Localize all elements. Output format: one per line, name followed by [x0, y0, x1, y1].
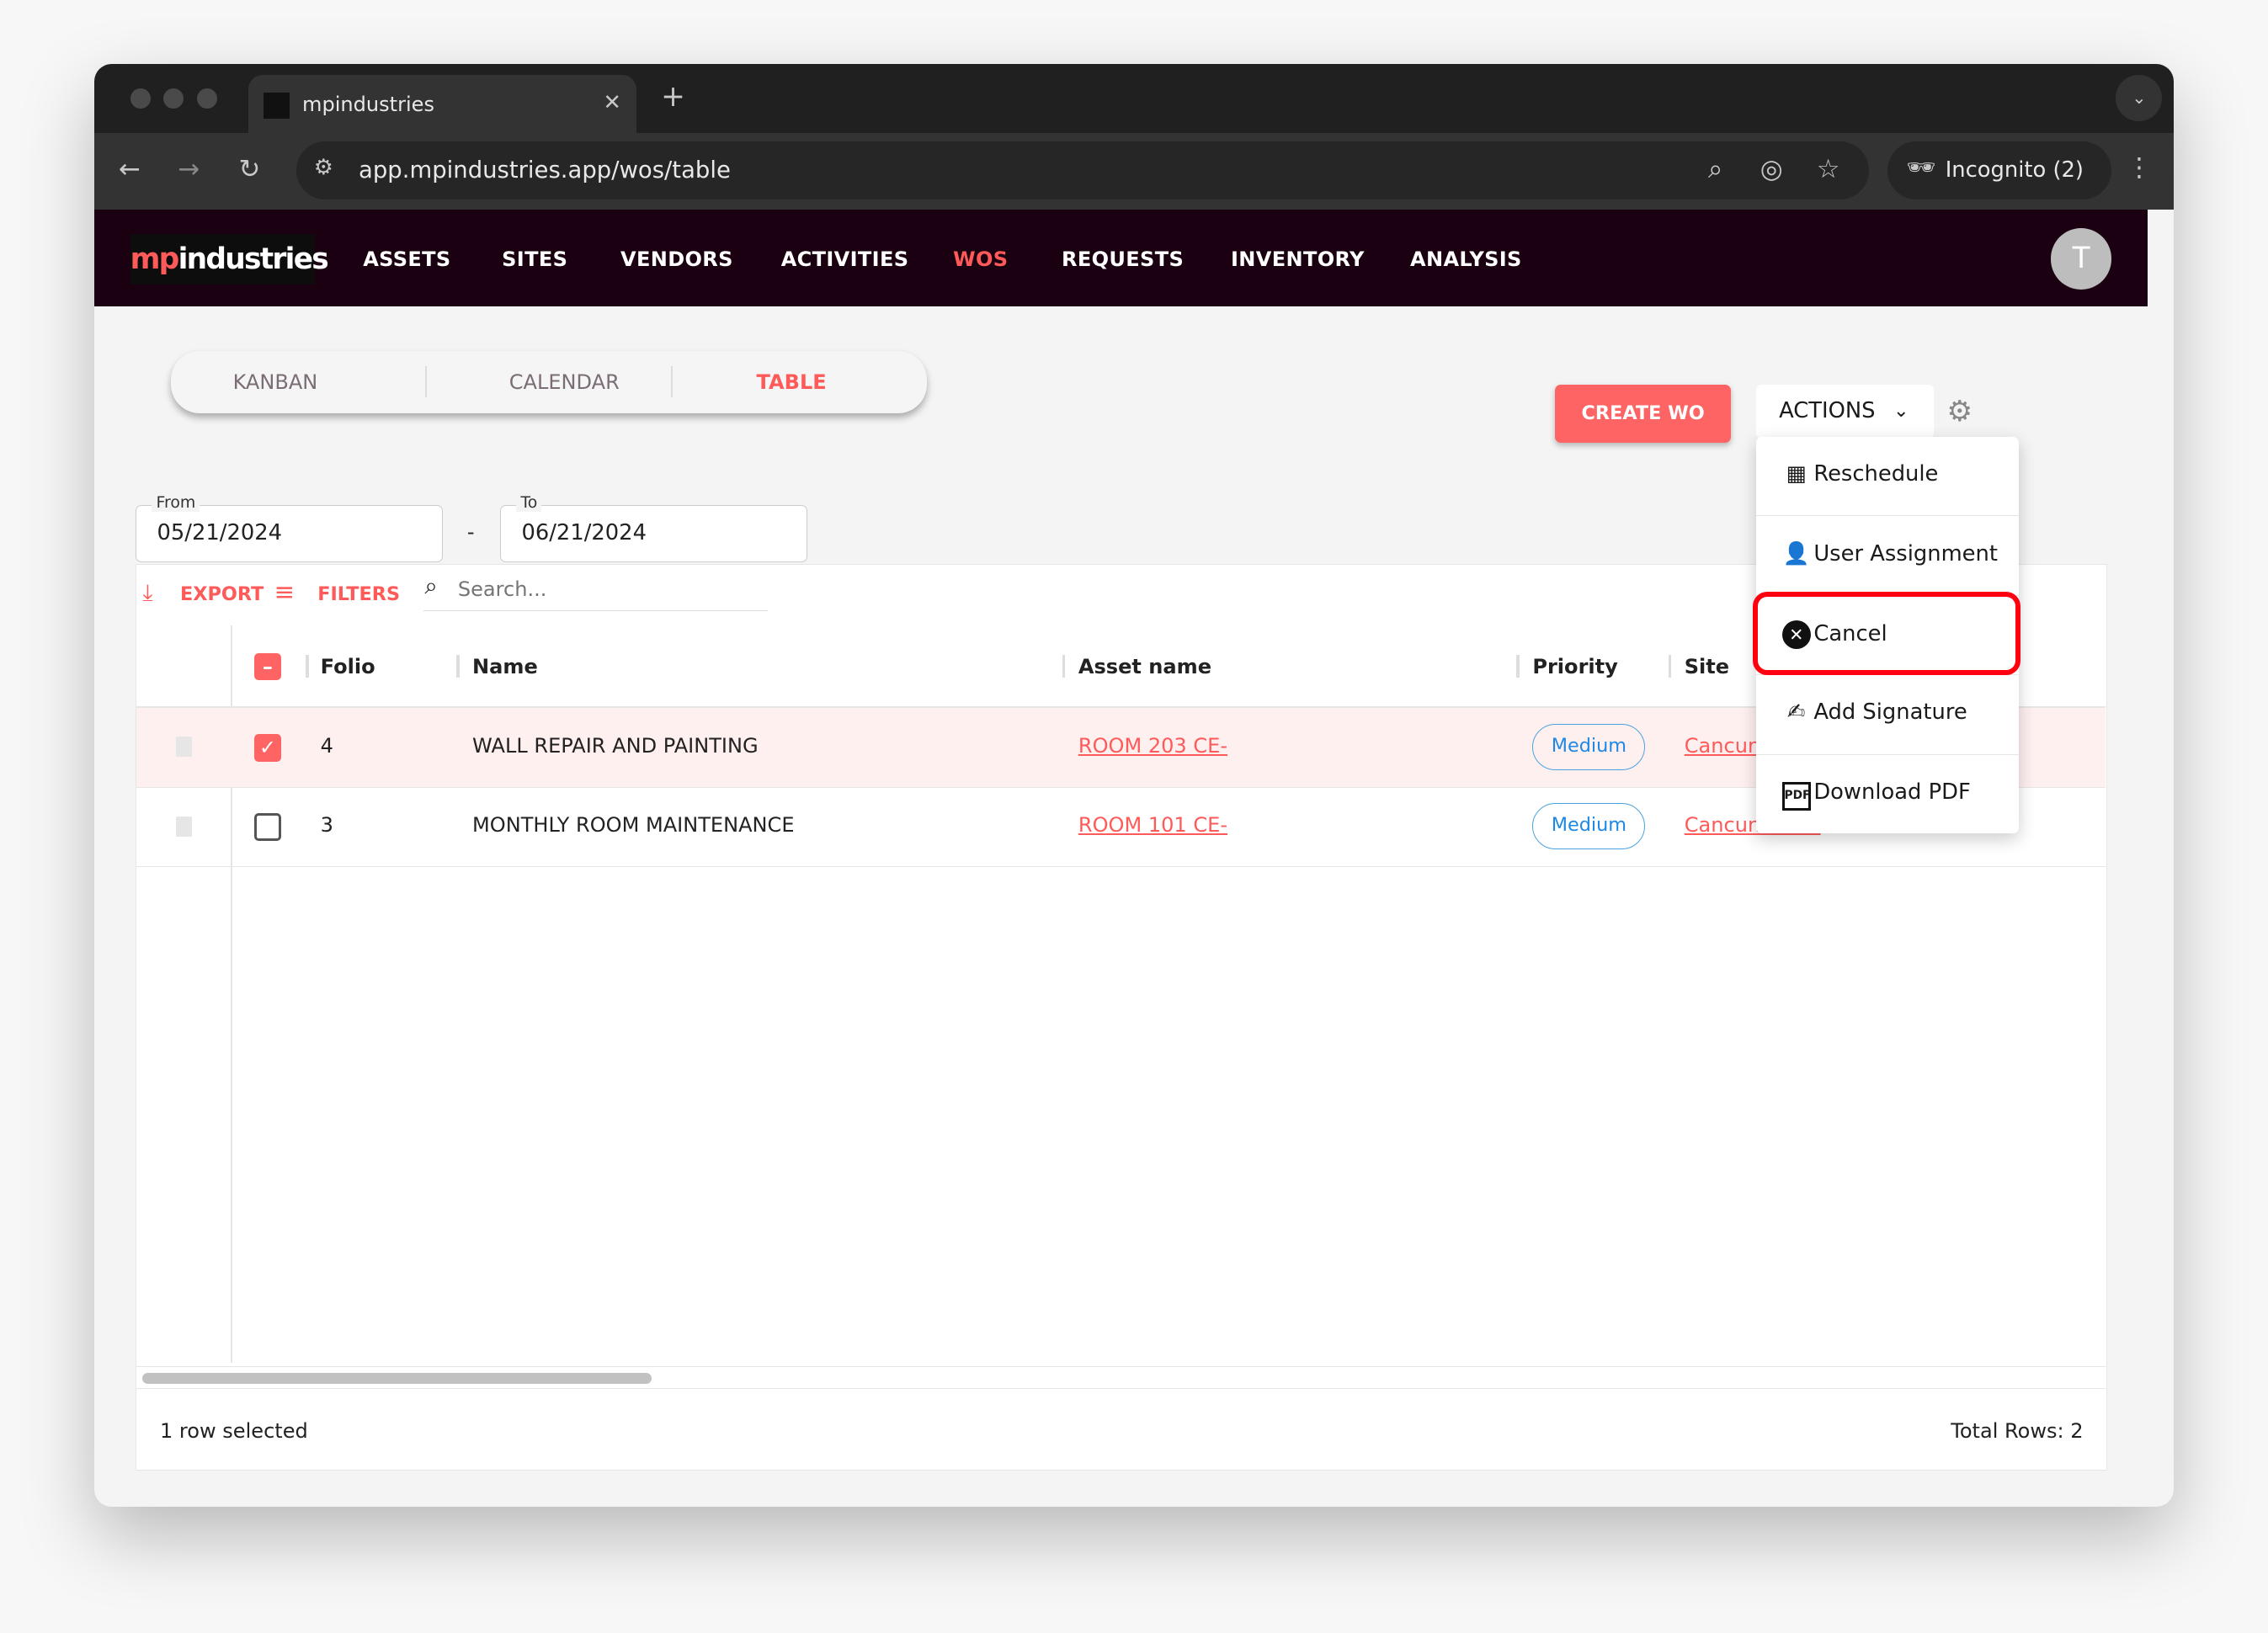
gear-icon[interactable]: ⚙ — [1946, 395, 1973, 428]
date-separator: - — [466, 520, 475, 545]
menu-item-download-pdf[interactable]: PDF Download PDF — [1756, 755, 2020, 834]
from-date-input[interactable]: 05/21/2024 — [136, 504, 443, 563]
divider — [425, 365, 427, 398]
column-separator — [1668, 654, 1672, 678]
nav-inventory[interactable]: INVENTORY — [1231, 247, 1365, 271]
wo-name: WALL REPAIR AND PAINTING — [472, 734, 759, 758]
priority-badge: Medium — [1532, 723, 1646, 770]
cancel-circle-icon: ✕ — [1781, 620, 1811, 650]
browser-toolbar: ← → ↻ ⚙ app.mpindustries.app/wos/table ⌕… — [93, 133, 2175, 210]
trash-icon[interactable] — [175, 816, 192, 837]
maximize-window-button[interactable] — [196, 88, 217, 109]
close-window-button[interactable] — [130, 88, 151, 109]
tab-table[interactable]: TABLE — [756, 370, 827, 394]
site-link[interactable]: Cancun — [1684, 734, 1761, 758]
new-tab-icon[interactable]: + — [661, 79, 685, 114]
back-icon[interactable]: ← — [118, 153, 141, 184]
forward-icon[interactable]: → — [178, 153, 200, 184]
nav-vendors[interactable]: VENDORS — [620, 247, 733, 271]
browser-window: mpindustries ✕ + ⌄ ← → ↻ ⚙ app.mpindustr… — [93, 63, 2175, 1508]
priority-badge: Medium — [1532, 803, 1646, 850]
trash-icon[interactable] — [175, 737, 192, 758]
row-checkbox[interactable]: ✓ — [253, 734, 282, 762]
reload-icon[interactable]: ↻ — [238, 153, 261, 184]
incognito-label: Incognito (2) — [1945, 157, 2084, 184]
filters-button[interactable]: FILTERS — [317, 583, 401, 606]
actions-button[interactable]: ACTIONS ⌄ — [1755, 384, 1934, 439]
site-settings-icon[interactable]: ⚙ — [313, 155, 333, 181]
asset-link[interactable]: ROOM 203 CE- — [1078, 734, 1228, 758]
eye-off-icon[interactable]: ◎ — [1760, 153, 1783, 184]
row-checkbox[interactable] — [253, 813, 282, 842]
header-asset-name[interactable]: Asset name — [1078, 654, 1211, 678]
export-icon: ⤓ — [142, 579, 153, 607]
asset-link[interactable]: ROOM 101 CE- — [1078, 813, 1228, 838]
search-input[interactable] — [423, 567, 768, 611]
folio: 4 — [320, 734, 333, 758]
calendar-icon: ▦ — [1786, 461, 1807, 487]
tab-title: mpindustries — [302, 92, 434, 116]
horizontal-scrollbar[interactable] — [136, 1365, 2106, 1390]
incognito-button[interactable]: 🕶 Incognito (2) — [1887, 141, 2112, 200]
minimize-window-button[interactable] — [163, 88, 184, 109]
scrollbar-thumb[interactable] — [142, 1372, 652, 1385]
wo-name: MONTHLY ROOM MAINTENANCE — [472, 813, 795, 838]
view-switcher: KANBAN CALENDAR TABLE — [170, 351, 928, 414]
filter-icon: ≡ — [274, 577, 295, 607]
nav-requests[interactable]: REQUESTS — [1061, 247, 1185, 271]
zoom-icon[interactable]: ⌕ — [1707, 153, 1723, 184]
menu-item-reschedule[interactable]: ▦ Reschedule — [1755, 437, 2020, 517]
column-separator — [456, 654, 460, 678]
star-icon[interactable]: ☆ — [1816, 153, 1840, 184]
nav-analysis[interactable]: ANALYSIS — [1410, 247, 1522, 271]
export-button[interactable]: EXPORT — [180, 583, 264, 606]
favicon-icon — [263, 92, 290, 119]
from-label: From — [152, 492, 200, 512]
column-separator — [1516, 654, 1520, 678]
nav-sites[interactable]: SITES — [502, 247, 568, 271]
nav-wos[interactable]: WOS — [953, 247, 1009, 271]
chevron-down-icon: ⌄ — [1893, 399, 1909, 422]
menu-item-user-assignment[interactable]: 👤 User Assignment — [1755, 516, 2020, 596]
select-all-checkbox[interactable]: – — [253, 652, 282, 681]
selected-count: 1 row selected — [159, 1419, 308, 1444]
column-divider — [231, 625, 232, 1364]
column-separator — [306, 654, 309, 678]
header-name[interactable]: Name — [472, 654, 538, 678]
pdf-icon: PDF — [1781, 781, 1811, 811]
tab-search-chevron-icon[interactable]: ⌄ — [2116, 75, 2163, 122]
logo[interactable]: mpindustries — [130, 234, 329, 285]
nav-assets[interactable]: ASSETS — [363, 247, 451, 271]
header-priority[interactable]: Priority — [1532, 654, 1618, 678]
header-border — [136, 706, 2106, 709]
actions-label: ACTIONS — [1779, 397, 1876, 423]
highlight-box — [1753, 591, 2021, 676]
user-add-icon: 👤 — [1782, 540, 1810, 566]
address-bar[interactable]: ⚙ app.mpindustries.app/wos/table ⌕ ◎ ☆ — [296, 141, 1869, 200]
close-tab-icon[interactable]: ✕ — [603, 89, 621, 115]
tab-bar: mpindustries ✕ + ⌄ — [93, 63, 2175, 134]
create-wo-button[interactable]: CREATE WO — [1554, 384, 1732, 443]
menu-item-cancel[interactable]: ✕ Cancel — [1755, 596, 2020, 676]
app-navbar: mpindustries ASSETS SITES VENDORS ACTIVI… — [93, 210, 2148, 307]
menu-kebab-icon[interactable]: ⋮ — [2126, 152, 2153, 183]
menu-item-add-signature[interactable]: ✍ Add Signature — [1755, 675, 2020, 755]
avatar[interactable]: T — [2051, 228, 2112, 290]
signature-icon: ✍ — [1786, 699, 1806, 726]
tab-calendar[interactable]: CALENDAR — [508, 370, 620, 394]
divider — [671, 365, 673, 398]
to-label: To — [516, 492, 542, 512]
folio: 3 — [320, 813, 333, 838]
header-site[interactable]: Site — [1684, 654, 1730, 678]
tab-kanban[interactable]: KANBAN — [232, 370, 318, 394]
to-date-input[interactable]: 06/21/2024 — [500, 504, 807, 563]
nav-activities[interactable]: ACTIVITIES — [780, 247, 909, 271]
url-text: app.mpindustries.app/wos/table — [359, 156, 731, 184]
browser-tab[interactable]: mpindustries ✕ — [248, 75, 636, 134]
header-folio[interactable]: Folio — [320, 654, 375, 678]
column-separator — [1062, 654, 1066, 678]
incognito-icon: 🕶 — [1906, 153, 1936, 181]
actions-menu: ▦ Reschedule 👤 User Assignment ✕ Cancel ✍ Ad… — [1755, 436, 2020, 834]
total-rows: Total Rows: 2 — [1951, 1419, 2084, 1444]
